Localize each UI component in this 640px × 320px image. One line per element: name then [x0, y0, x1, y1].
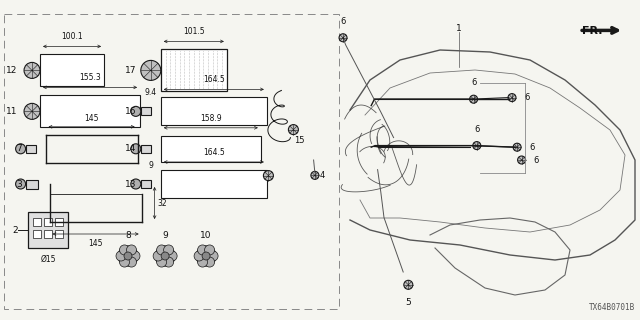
Bar: [40, 54, 104, 86]
Circle shape: [124, 252, 132, 260]
Circle shape: [518, 156, 525, 164]
Circle shape: [164, 257, 173, 267]
Text: 158.9: 158.9: [200, 114, 221, 123]
Text: 13: 13: [125, 180, 137, 188]
Bar: [44, 230, 52, 238]
Circle shape: [157, 257, 166, 267]
Text: 6: 6: [474, 124, 479, 134]
Text: 15: 15: [294, 136, 305, 145]
Text: 6: 6: [534, 156, 539, 164]
Circle shape: [130, 251, 140, 261]
Circle shape: [131, 179, 141, 189]
Text: 6: 6: [524, 93, 529, 102]
Circle shape: [164, 245, 173, 255]
Bar: [141, 108, 151, 116]
Text: 9: 9: [148, 161, 153, 170]
Circle shape: [131, 106, 141, 116]
Text: 11: 11: [6, 107, 17, 116]
Text: 6: 6: [340, 17, 346, 26]
Circle shape: [202, 252, 210, 260]
Text: 164.5: 164.5: [203, 76, 225, 84]
Text: 10: 10: [200, 231, 212, 240]
Circle shape: [15, 144, 26, 154]
Bar: [26, 180, 38, 188]
Text: 4: 4: [320, 171, 325, 180]
Text: 6: 6: [529, 143, 534, 152]
Bar: [33, 230, 41, 238]
Text: 101.5: 101.5: [183, 28, 205, 36]
Circle shape: [15, 179, 26, 189]
Circle shape: [205, 245, 214, 255]
Bar: [141, 145, 151, 153]
Text: 17: 17: [125, 66, 137, 75]
Circle shape: [508, 93, 516, 102]
Text: TX64B0701B: TX64B0701B: [589, 303, 636, 312]
Circle shape: [161, 252, 169, 260]
Bar: [55, 230, 63, 238]
Text: 6: 6: [471, 78, 476, 87]
Text: 2: 2: [12, 226, 18, 235]
Circle shape: [118, 246, 138, 266]
Circle shape: [131, 144, 141, 154]
Bar: [26, 145, 36, 153]
Text: 5: 5: [406, 298, 411, 307]
Circle shape: [198, 245, 207, 255]
Circle shape: [120, 257, 129, 267]
Circle shape: [157, 245, 166, 255]
Text: 12: 12: [6, 66, 17, 75]
Circle shape: [153, 251, 163, 261]
Circle shape: [194, 251, 204, 261]
Text: 32: 32: [157, 198, 167, 207]
Text: 9.4: 9.4: [145, 88, 157, 97]
Circle shape: [470, 95, 477, 103]
Bar: [161, 170, 267, 198]
Text: 1: 1: [456, 24, 461, 33]
Bar: [55, 218, 63, 227]
Circle shape: [24, 62, 40, 78]
Text: 16: 16: [125, 107, 137, 116]
Circle shape: [404, 280, 413, 289]
Circle shape: [24, 103, 40, 119]
Bar: [161, 97, 267, 125]
Text: 8: 8: [125, 231, 131, 240]
Circle shape: [513, 143, 521, 151]
Bar: [40, 95, 140, 127]
Text: 3: 3: [16, 180, 22, 188]
Text: 164.5: 164.5: [203, 148, 225, 157]
Text: 155.3: 155.3: [79, 73, 101, 82]
Circle shape: [208, 251, 218, 261]
Text: FR.: FR.: [582, 26, 603, 36]
Circle shape: [196, 246, 216, 266]
Circle shape: [339, 34, 347, 42]
Text: 145: 145: [84, 114, 99, 123]
Circle shape: [167, 251, 177, 261]
Circle shape: [198, 257, 207, 267]
Bar: [44, 218, 52, 227]
Bar: [161, 49, 227, 92]
Text: 7: 7: [16, 144, 22, 153]
Text: Ø15: Ø15: [40, 254, 56, 263]
Circle shape: [473, 141, 481, 150]
Circle shape: [120, 245, 129, 255]
Circle shape: [155, 246, 175, 266]
Circle shape: [116, 251, 126, 261]
Bar: [141, 180, 151, 188]
Circle shape: [141, 60, 161, 80]
Bar: [33, 218, 41, 227]
Circle shape: [127, 245, 136, 255]
Text: 100.1: 100.1: [61, 32, 83, 41]
Text: 9: 9: [163, 231, 168, 240]
Circle shape: [205, 257, 214, 267]
Circle shape: [127, 257, 136, 267]
Circle shape: [311, 172, 319, 180]
Circle shape: [289, 124, 298, 135]
Circle shape: [264, 171, 273, 180]
Text: 14: 14: [125, 144, 137, 153]
Bar: [28, 212, 68, 248]
Bar: [161, 136, 261, 162]
Text: 145: 145: [88, 239, 103, 248]
